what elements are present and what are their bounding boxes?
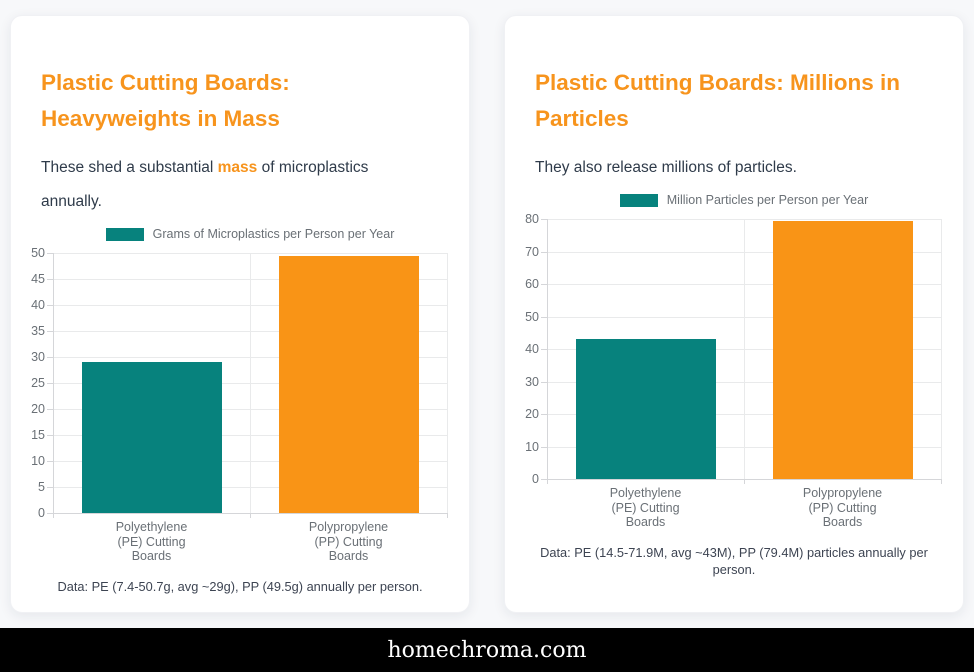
y-axis-tick: [541, 349, 547, 350]
legend-swatch-icon: [619, 193, 658, 207]
y-axis-tick: [47, 435, 53, 436]
bar-pe[interactable]: [81, 362, 222, 513]
y-axis-tick: [541, 381, 547, 383]
y-axis-tick-label: 5: [38, 480, 45, 494]
chart-legend: Grams of Microplastics per Person per Ye…: [53, 227, 447, 241]
y-axis-tick: [47, 513, 53, 514]
y-axis-tick-label: 10: [31, 454, 45, 468]
y-axis-tick: [47, 461, 53, 462]
title-line: Heavyweights in Mass: [41, 106, 280, 131]
y-axis-tick: [541, 414, 547, 415]
y-axis-tick: [47, 253, 53, 254]
y-axis-line: [53, 253, 54, 518]
y-axis-tick: [541, 219, 547, 220]
y-axis-tick-label: 60: [525, 277, 539, 291]
x-axis-tick: [744, 479, 745, 484]
bar-chart-mass: 0 5 10 15 20 25 30 35 40 45 50: [21, 246, 448, 520]
bar-pe[interactable]: [575, 339, 716, 479]
card-title: Plastic Cutting Boards: Heavyweights in …: [41, 65, 439, 137]
x-axis-tick: [447, 513, 448, 518]
footer-domain: homechroma.com: [387, 637, 587, 663]
y-axis-tick: [541, 446, 547, 448]
y-axis-tick: [47, 305, 53, 306]
title-line: Particles: [535, 106, 629, 131]
y-axis-tick: [541, 479, 547, 480]
data-footnote: Data: PE (7.4-50.7g, avg ~29g), PP (49.5…: [57, 579, 423, 594]
category-boundary-gridline: [744, 219, 745, 479]
y-axis-tick-label: 50: [31, 246, 45, 260]
card-title: Plastic Cutting Boards: Millions in Part…: [535, 65, 933, 137]
y-axis-tick: [47, 409, 53, 410]
y-axis-tick-label: 25: [31, 376, 45, 390]
y-axis-tick-label: 30: [525, 374, 539, 389]
subtitle-highlight: mass: [217, 159, 258, 176]
title-line: Plastic Cutting Boards: Millions in: [535, 70, 901, 95]
y-axis-tick-label: 40: [31, 298, 45, 312]
y-axis-tick-label: 45: [31, 272, 45, 286]
subtitle-text: of microplastics annually.: [41, 159, 369, 210]
y-axis-tick: [541, 316, 547, 318]
y-axis-line: [547, 219, 548, 484]
legend-swatch-icon: [105, 227, 144, 241]
y-axis-tick-label: 50: [525, 309, 539, 324]
y-axis-tick-label: 30: [31, 350, 45, 364]
y-axis-tick: [541, 284, 547, 285]
y-axis-tick-label: 20: [525, 407, 539, 421]
y-axis-tick-label: 20: [31, 402, 45, 416]
y-axis-tick-label: 40: [525, 342, 539, 356]
x-axis-tick: [53, 513, 54, 518]
y-axis-tick: [47, 331, 53, 332]
x-axis-labels: Polyethylene (PE) Cutting Boards Polypropyl…: [21, 520, 447, 566]
y-axis-tick-label: 70: [525, 244, 539, 259]
plot-right-gridline: [941, 219, 942, 479]
bar-chart-particles: 0 10 20 30 40 50 60 70 80: [515, 212, 942, 486]
chart-legend: Million Particles per Person per Year: [547, 193, 941, 207]
legend-label: Grams of Microplastics per Person per Ye…: [152, 227, 395, 241]
x-axis-tick: [250, 513, 251, 518]
y-axis-tick: [47, 487, 53, 488]
x-axis-category-label: Polypropylene (PP) Cutting Boards: [802, 486, 883, 529]
particles-chart-card: Plastic Cutting Boards: Millions in Part…: [504, 15, 964, 613]
bar-pp[interactable]: [278, 255, 419, 513]
y-axis-tick: [47, 383, 53, 384]
legend-label: Million Particles per Person per Year: [666, 193, 869, 207]
subtitle-text: These shed a substantial: [41, 159, 218, 176]
x-axis-category-label: Polyethylene (PE) Cutting Boards: [609, 486, 682, 529]
title-line: Plastic Cutting Boards:: [41, 70, 290, 95]
x-axis-category-label: Polyethylene (PE) Cutting Boards: [115, 520, 188, 563]
y-axis-tick-label: 0: [38, 506, 45, 520]
subtitle-text: They also release millions of particles.: [535, 159, 797, 176]
y-axis-tick-label: 35: [31, 324, 45, 338]
plot-right-gridline: [447, 253, 448, 513]
data-footnote: Data: PE (14.5-71.9M, avg ~43M), PP (79.…: [540, 545, 928, 577]
bar-pp[interactable]: [772, 220, 913, 479]
x-axis-tick: [941, 479, 942, 484]
y-axis-tick-label: 15: [31, 428, 45, 442]
y-axis-tick-label: 0: [532, 472, 539, 486]
x-axis-category-label: Polypropylene (PP) Cutting Boards: [308, 520, 389, 563]
card-subtitle: They also release millions of particles.: [535, 151, 907, 185]
category-boundary-gridline: [250, 253, 251, 513]
y-axis-tick-label: 10: [525, 439, 539, 454]
mass-chart-card: Plastic Cutting Boards: Heavyweights in …: [10, 15, 470, 613]
y-axis-tick-label: 80: [525, 212, 539, 226]
card-subtitle: These shed a substantial mass of micropl…: [41, 151, 413, 219]
y-axis-tick: [541, 251, 547, 253]
x-axis-labels: Polyethylene (PE) Cutting Boards Polypropyl…: [515, 486, 941, 532]
footer-bar: homechroma.com: [0, 628, 974, 672]
x-axis-tick: [547, 479, 548, 484]
y-axis-tick: [47, 279, 53, 280]
y-axis-tick: [47, 357, 53, 358]
